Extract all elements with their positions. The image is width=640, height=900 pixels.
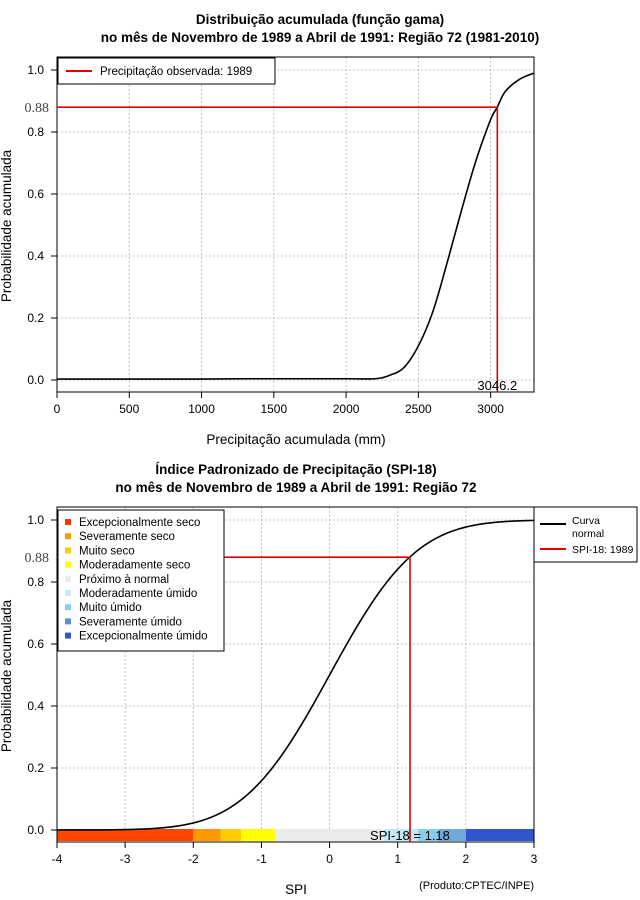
- chart2-legend-spi-label: SPI-18: 1989: [572, 544, 633, 556]
- spi-bar-segment-0: [57, 829, 194, 841]
- chart1-subtitle: no mês de Novembro de 1989 a Abril de 19…: [101, 30, 539, 45]
- c0-y-tick-label-1: 0.2: [27, 311, 44, 325]
- c0-x-tick-label-2: 1000: [188, 402, 215, 416]
- c1-y-tick-label-1: 0.2: [27, 761, 44, 775]
- chart2-title: Índice Padronizado de Precipitação (SPI-…: [155, 462, 436, 477]
- chart2-spi-color-bar: [57, 829, 534, 841]
- category-swatch-3: [65, 561, 71, 568]
- category-label-5: Moderadamente úmido: [79, 588, 197, 600]
- chart2-legend: Curva normal SPI-18: 1989: [533, 506, 638, 563]
- category-swatch-2: [65, 547, 71, 554]
- c0-y-tick-label-5: 1.0: [27, 63, 44, 77]
- spi-bar-segment-7: [438, 829, 466, 841]
- chart2-y-ticks: 0.0 0.2 0.4 0.6 0.8 1.0: [27, 513, 57, 837]
- chart1-legend-box: [57, 57, 276, 85]
- category-label-8: Excepcionalmente úmido: [79, 631, 208, 643]
- c1-x-tick-label-0: -4: [52, 852, 63, 866]
- category-swatch-8: [65, 632, 71, 639]
- c1-x-tick-label-4: 0: [326, 852, 333, 866]
- c0-x-tick-label-3: 1500: [260, 402, 287, 416]
- chart1-y-label: Probabilidade acumulada: [0, 149, 14, 302]
- gamma-cdf-chart: Distribuição acumulada (função gama) no …: [0, 12, 539, 447]
- c1-x-tick-label-1: -3: [120, 852, 131, 866]
- c0-y-tick-label-3: 0.6: [27, 187, 44, 201]
- c0-x-tick-label-4: 2000: [333, 402, 360, 416]
- category-swatch-6: [65, 604, 71, 611]
- chart2-plot-frame: [56, 506, 535, 843]
- category-label-4: Próximo à normal: [79, 574, 169, 586]
- chart1-plot-frame: [56, 56, 535, 393]
- c0-y-tick-label-4: 0.8: [27, 125, 44, 139]
- chart2-observed-y-label: 0.88: [25, 551, 50, 566]
- chart1-title: Distribuição acumulada (função gama): [196, 12, 444, 27]
- chart1-y-ticks: 0.0 0.2 0.4 0.6 0.8 1.0: [27, 63, 57, 387]
- chart1-x-label: Precipitação acumulada (mm): [206, 432, 385, 447]
- category-label-6: Muito úmido: [79, 602, 142, 614]
- category-swatch-5: [65, 590, 71, 596]
- c1-y-tick-label-4: 0.8: [27, 575, 44, 589]
- chart2-legend-box: [533, 506, 638, 563]
- c1-x-tick-label-7: 3: [531, 852, 538, 866]
- category-swatch-1: [65, 533, 71, 540]
- c1-y-tick-label-0: 0.0: [27, 823, 44, 837]
- c1-y-tick-label-5: 1.0: [27, 513, 44, 527]
- spi-bar-segment-2: [220, 829, 241, 841]
- chart2-subtitle: no mês de Novembro de 1989 a Abril de 19…: [115, 480, 476, 495]
- c0-x-tick-label-0: 0: [54, 402, 61, 416]
- spi-bar-segment-3: [240, 829, 276, 841]
- chart2-y-label: Probabilidade acumulada: [0, 599, 14, 752]
- spi-bar-segment-8: [465, 829, 534, 841]
- chart2-category-legend-box: [57, 509, 225, 652]
- c0-y-tick-label-0: 0.0: [27, 373, 44, 387]
- chart1-legend-label: Precipitação observada: 1989: [100, 66, 252, 78]
- chart2-legend-curve-sublabel: normal: [572, 528, 604, 540]
- spi-bar-segment-4: [275, 829, 385, 841]
- chart2-x-label: SPI: [285, 882, 307, 897]
- category-swatch-7: [65, 618, 71, 625]
- chart2-observed-spi-label: SPI-18 = 1.18: [370, 828, 450, 843]
- chart1-observed-x-label: 3046.2: [477, 378, 517, 393]
- chart2-category-legend: Excepcionalmente seco Severamente seco Mui…: [57, 509, 225, 652]
- c1-x-tick-label-6: 2: [463, 852, 470, 866]
- c0-x-tick-label-6: 3000: [477, 402, 504, 416]
- c1-x-tick-label-3: -1: [256, 852, 267, 866]
- c1-x-tick-label-2: -2: [188, 852, 199, 866]
- chart2-legend-curve-label: Curva: [572, 515, 600, 527]
- category-label-2: Muito seco: [79, 545, 135, 557]
- chart2-x-ticks: -4 -3 -2 -1 0 1 2 3: [52, 842, 538, 866]
- c0-y-tick-label-2: 0.4: [27, 249, 44, 263]
- chart2-normal-curve: [57, 519, 535, 831]
- chart1-x-ticks: 0 500 1000 1500 2000 2500 3000: [54, 392, 504, 416]
- category-label-1: Severamente seco: [79, 531, 175, 543]
- category-label-3: Moderadamente seco: [79, 560, 190, 572]
- category-label-7: Severamente úmido: [79, 616, 182, 628]
- chart1-gamma-curve: [57, 72, 535, 380]
- category-label-0: Excepcionalmente seco: [79, 517, 200, 529]
- c0-x-tick-label-5: 2500: [405, 402, 432, 416]
- spi-bar-segment-1: [193, 829, 221, 841]
- chart1-legend: Precipitação observada: 1989: [57, 57, 276, 85]
- category-swatch-4: [65, 575, 71, 582]
- category-swatch-0: [65, 519, 71, 525]
- c1-y-tick-label-2: 0.4: [27, 699, 44, 713]
- c0-x-tick-label-1: 500: [119, 402, 139, 416]
- spi-normal-chart: Índice Padronizado de Precipitação (SPI-…: [0, 462, 638, 897]
- product-credit: (Produto:CPTEC/INPE): [419, 880, 534, 892]
- c1-x-tick-label-5: 1: [394, 852, 401, 866]
- chart1-grid: [56, 57, 534, 392]
- spi-bar-segment-6: [418, 829, 439, 841]
- chart1-observed-y-label: 0.88: [25, 101, 50, 116]
- c1-y-tick-label-3: 0.6: [27, 637, 44, 651]
